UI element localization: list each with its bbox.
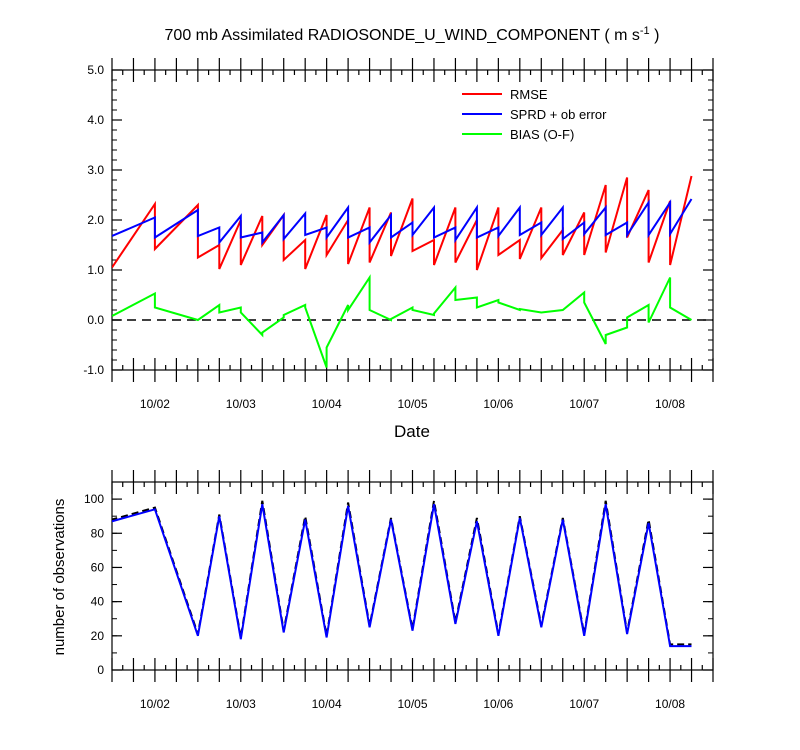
rmse-ytick-label: 3.0	[87, 163, 104, 177]
rmse-date-label: 10/03	[226, 397, 256, 411]
series-rmse	[112, 175, 693, 271]
rmse-ytick-label: 5.0	[87, 63, 104, 77]
legend-label: RMSE	[510, 87, 548, 102]
rmse-ytick-label: -1.0	[83, 363, 104, 377]
series-sprd-ob-error	[112, 198, 693, 246]
rmse-date-label: 10/07	[569, 397, 599, 411]
obs-ytick-label: 0	[97, 663, 104, 677]
obs-date-label: 10/03	[226, 697, 256, 711]
rmse-ytick-label: 2.0	[87, 213, 104, 227]
observations-panel: 0 20 40 60 80 100 10/02 10/03 10/04 10/05 10/06 10/…	[84, 470, 714, 711]
chart-title: 700 mb Assimilated RADIOSONDE_U_WIND_COM…	[165, 25, 660, 44]
series-bias-o-f	[112, 274, 693, 368]
series-used	[112, 504, 692, 648]
obs-date-label: 10/06	[483, 697, 513, 711]
obs-date-label: 10/04	[312, 697, 342, 711]
obs-date-label: 10/02	[140, 697, 170, 711]
rmse-ytick-label: 0.0	[87, 313, 104, 327]
obs-ytick-label: 100	[84, 492, 104, 506]
obs-date-label: 10/05	[397, 697, 427, 711]
x-axis-label: Date	[394, 422, 430, 441]
y-axis-label-observations: number of observations	[51, 499, 68, 656]
rmse-date-label: 10/06	[483, 397, 513, 411]
rmse-date-label: 10/04	[312, 397, 342, 411]
obs-ytick-label: 80	[91, 526, 105, 540]
obs-date-label: 10/07	[569, 697, 599, 711]
rmse-ytick-label: 1.0	[87, 263, 104, 277]
obs-date-label: 10/08	[655, 697, 685, 711]
legend-label: BIAS (O-F)	[510, 127, 574, 142]
rmse-ytick-label: 4.0	[87, 113, 104, 127]
obs-ytick-label: 20	[91, 629, 105, 643]
obs-ytick-label: 40	[91, 595, 105, 609]
legend-label: SPRD + ob error	[510, 107, 607, 122]
rmse-date-label: 10/02	[140, 397, 170, 411]
obs-plot-frame	[111, 481, 714, 671]
obs-ytick-label: 60	[91, 560, 105, 574]
rmse-panel: -1.0 0.0 1.0 2.0 3.0 4.0 5.0 10/02 10/03 10/04 10/…	[83, 58, 714, 411]
rmse-date-label: 10/08	[655, 397, 685, 411]
rmse-date-label: 10/05	[397, 397, 427, 411]
